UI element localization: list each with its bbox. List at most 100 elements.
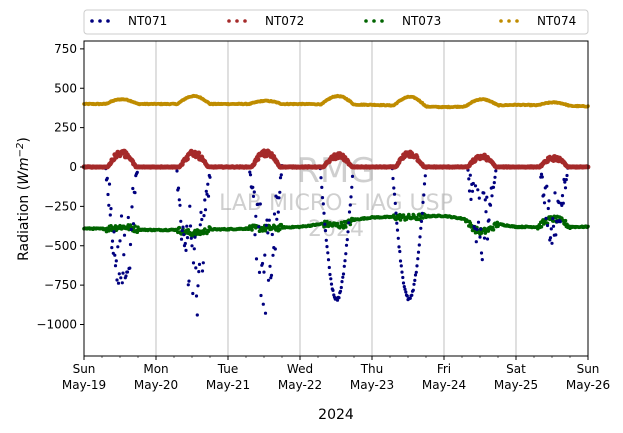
y-tick-label: −1000 (36, 318, 77, 332)
data-point (260, 261, 265, 266)
data-point (189, 236, 193, 240)
data-point (347, 210, 352, 214)
series-NT074 (82, 93, 590, 110)
data-point (331, 288, 335, 292)
data-point (250, 228, 254, 232)
data-point (344, 225, 348, 229)
data-point (563, 180, 567, 184)
data-point (404, 290, 408, 294)
legend-marker (515, 19, 519, 23)
data-point (476, 188, 480, 192)
data-point (110, 246, 114, 250)
data-point (194, 266, 198, 270)
data-point (196, 284, 200, 288)
data-point (480, 258, 484, 262)
data-point (121, 271, 125, 275)
data-point (395, 228, 400, 232)
data-point (266, 231, 270, 235)
data-point (558, 220, 562, 224)
x-tick-label-date: May-20 (134, 378, 178, 392)
data-point (206, 194, 211, 198)
data-point (112, 230, 116, 234)
data-point (488, 203, 493, 207)
data-point (124, 274, 128, 278)
data-point (261, 302, 265, 306)
data-point (272, 212, 277, 216)
data-point (329, 277, 333, 281)
data-point (411, 288, 415, 292)
data-point (259, 293, 263, 298)
data-point (467, 189, 472, 193)
data-point (133, 224, 137, 228)
data-point (267, 218, 271, 222)
x-tick-label-day: Wed (287, 362, 313, 376)
data-point (267, 224, 272, 228)
data-point (393, 201, 397, 205)
data-point (414, 270, 418, 274)
data-point (108, 213, 112, 217)
data-point (115, 278, 119, 282)
data-point (203, 208, 208, 212)
data-point (403, 287, 407, 291)
x-tick-label-date: May-24 (422, 378, 466, 392)
data-point (199, 210, 203, 214)
data-point (186, 228, 191, 232)
data-point (482, 226, 487, 231)
data-point (323, 222, 327, 226)
data-point (208, 175, 212, 179)
y-axis-title: Radiation (Wm−2) (15, 137, 33, 261)
data-point (326, 258, 331, 262)
data-point (419, 219, 424, 223)
data-point (491, 228, 496, 232)
data-point (479, 231, 484, 235)
data-point (339, 285, 343, 290)
x-tick-label-day: Sat (506, 362, 526, 376)
x-tick-label-date: May-23 (350, 378, 394, 392)
data-point (107, 182, 112, 186)
data-point (271, 253, 275, 257)
x-tick-label-day: Fri (437, 362, 451, 376)
data-point (479, 251, 484, 255)
data-point (554, 233, 558, 237)
data-point (263, 311, 268, 315)
data-point (468, 221, 473, 225)
data-point (257, 225, 261, 229)
data-point (395, 221, 399, 225)
data-point (110, 239, 115, 243)
data-point (258, 202, 262, 206)
data-point (477, 196, 481, 200)
data-point (350, 174, 355, 178)
legend-marker (106, 19, 110, 23)
data-point (335, 221, 340, 226)
y-tick-label: 500 (54, 81, 77, 95)
legend-marker (227, 19, 231, 23)
data-point (251, 185, 255, 189)
legend-marker (372, 19, 376, 23)
data-point (564, 178, 568, 182)
data-point (203, 227, 207, 231)
data-point (279, 173, 283, 177)
data-point (490, 194, 494, 198)
data-point (184, 248, 188, 252)
data-point (539, 172, 544, 176)
data-point (269, 273, 274, 277)
data-point (203, 198, 207, 202)
data-point (273, 247, 277, 251)
data-point (188, 204, 192, 208)
data-point (130, 205, 134, 209)
data-point (179, 237, 184, 241)
data-point (345, 238, 349, 242)
data-point (277, 196, 281, 200)
data-point (347, 221, 351, 225)
data-point (344, 243, 349, 247)
data-point (270, 232, 274, 237)
data-point (551, 217, 555, 221)
data-point (206, 229, 211, 233)
data-point (348, 203, 352, 207)
data-point (422, 182, 427, 186)
data-point (471, 181, 475, 186)
data-point (265, 218, 269, 222)
data-point (266, 278, 271, 282)
data-point (338, 289, 343, 293)
data-point (105, 176, 109, 180)
